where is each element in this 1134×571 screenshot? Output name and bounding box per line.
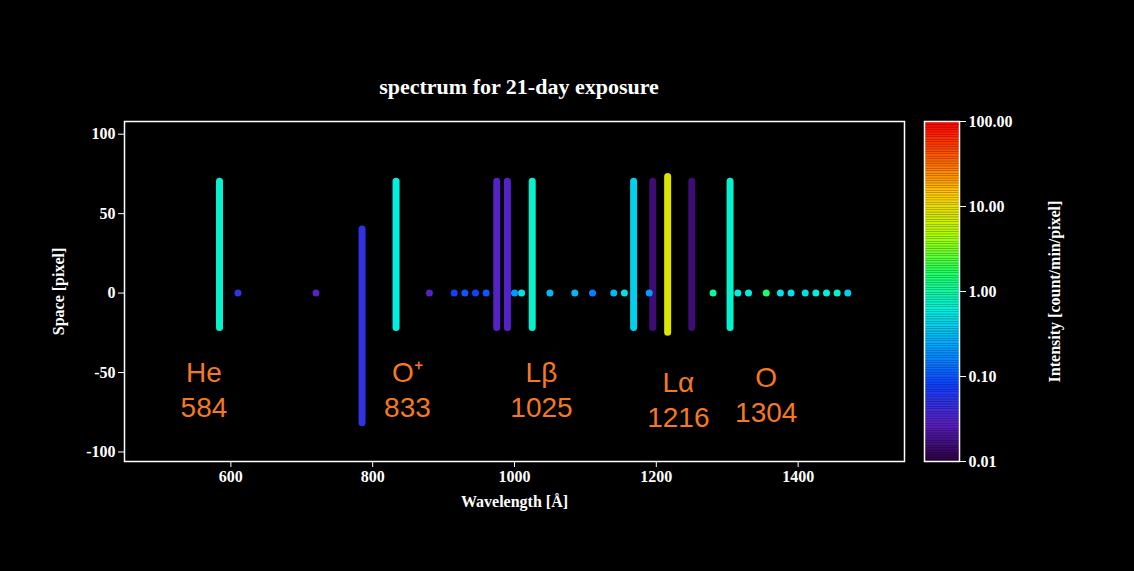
- svg-text:-100: -100: [86, 443, 115, 460]
- svg-text:800: 800: [361, 468, 385, 485]
- svg-text:1000: 1000: [499, 468, 531, 485]
- svg-text:1400: 1400: [782, 468, 814, 485]
- svg-text:0.01: 0.01: [969, 453, 997, 470]
- svg-text:1.00: 1.00: [969, 283, 997, 300]
- svg-text:Space [pixel]: Space [pixel]: [50, 248, 68, 336]
- svg-text:100.00: 100.00: [969, 113, 1013, 130]
- svg-text:He584: He584: [181, 357, 228, 423]
- svg-text:Wavelength [Å]: Wavelength [Å]: [461, 493, 568, 511]
- svg-text:10.00: 10.00: [969, 198, 1005, 215]
- svg-text:1200: 1200: [640, 468, 672, 485]
- svg-text:O1304: O1304: [735, 362, 797, 428]
- svg-text:600: 600: [219, 468, 243, 485]
- svg-text:O⁺833: O⁺833: [384, 357, 431, 423]
- html-text:spectrum for 21-day exposure: spectrum for 21-day exposure: [379, 74, 659, 99]
- svg-text:Lα1216: Lα1216: [647, 367, 709, 433]
- svg-text:0: 0: [108, 284, 116, 301]
- svg-text:100: 100: [92, 125, 116, 142]
- svg-text:-50: -50: [94, 364, 115, 381]
- svg-text:50: 50: [100, 205, 116, 222]
- svg-text:Intensity [count/min/pixel]: Intensity [count/min/pixel]: [1046, 201, 1064, 383]
- svg-text:Lβ1025: Lβ1025: [510, 357, 572, 423]
- svg-text:0.10: 0.10: [969, 368, 997, 385]
